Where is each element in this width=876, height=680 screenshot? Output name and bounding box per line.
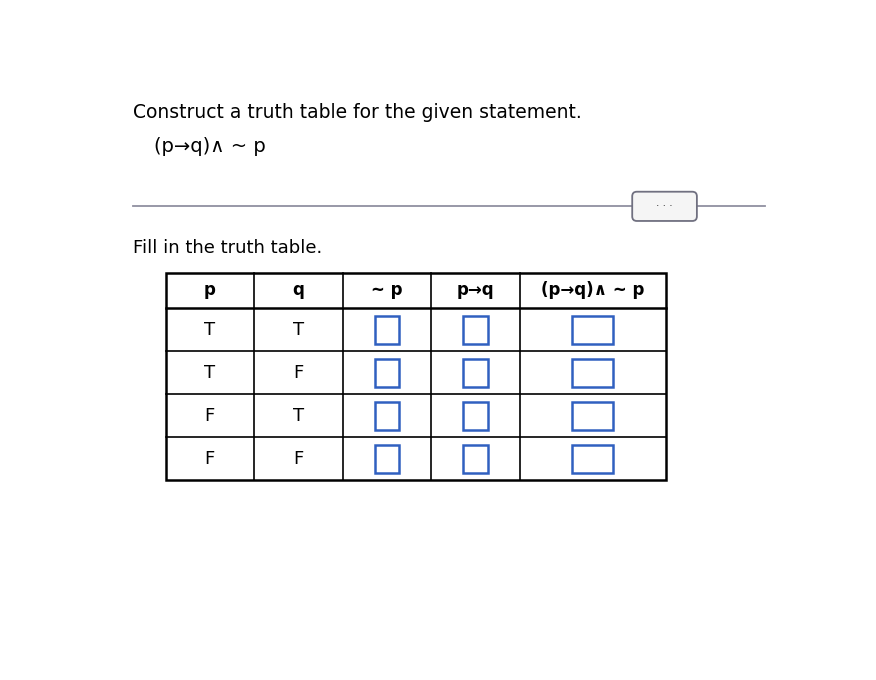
Bar (572, 316, 613, 343)
Bar (375, 316, 399, 343)
Bar (572, 402, 613, 430)
Text: F: F (293, 364, 304, 381)
Bar (463, 445, 488, 473)
Bar (375, 358, 399, 387)
FancyBboxPatch shape (632, 192, 697, 221)
Bar (375, 445, 399, 473)
Text: T: T (293, 320, 304, 339)
Text: q: q (293, 282, 304, 299)
Bar (463, 316, 488, 343)
Text: F: F (205, 407, 215, 425)
Bar (375, 402, 399, 430)
Text: T: T (204, 320, 215, 339)
Bar (572, 358, 613, 387)
Text: Fill in the truth table.: Fill in the truth table. (133, 239, 322, 258)
Bar (463, 358, 488, 387)
Text: (p→q)∧ ~ p: (p→q)∧ ~ p (154, 137, 265, 156)
Text: F: F (293, 450, 304, 468)
Text: F: F (205, 450, 215, 468)
Text: (p→q)∧ ~ p: (p→q)∧ ~ p (541, 282, 645, 299)
Bar (572, 445, 613, 473)
Text: p→q: p→q (456, 282, 494, 299)
Text: Construct a truth table for the given statement.: Construct a truth table for the given st… (133, 103, 582, 122)
Text: p: p (204, 282, 215, 299)
Text: T: T (293, 407, 304, 425)
Bar (463, 402, 488, 430)
Text: T: T (204, 364, 215, 381)
Text: ~ p: ~ p (371, 282, 403, 299)
Bar (166, 273, 666, 481)
Text: · · ·: · · · (656, 201, 673, 211)
